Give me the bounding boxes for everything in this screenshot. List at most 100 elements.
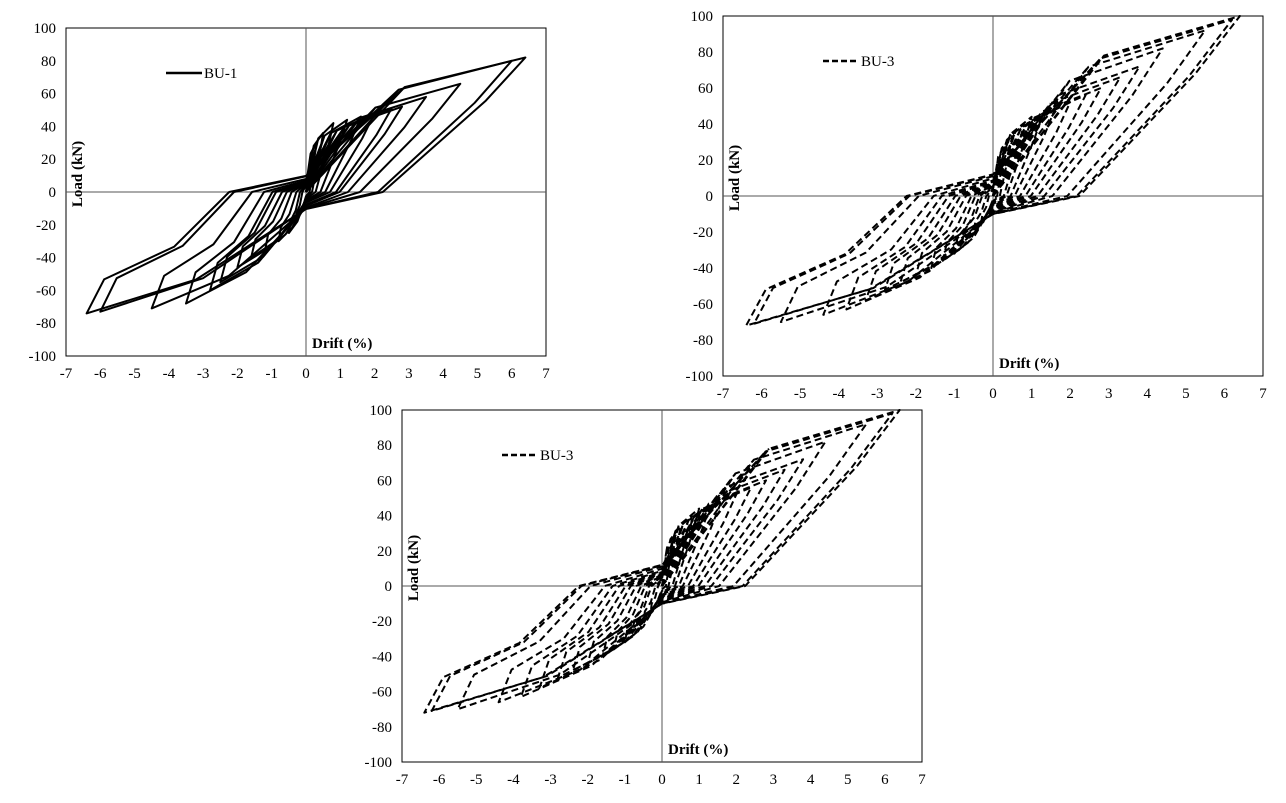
hysteresis-loop (150, 82, 462, 310)
y-tick-label: 60 (41, 87, 56, 103)
y-tick-label: 100 (370, 403, 393, 419)
x-tick-label: 5 (474, 366, 482, 382)
x-tick-label: 0 (302, 366, 310, 382)
y-tick-label: 80 (698, 45, 713, 61)
y-tick-label: 20 (41, 152, 56, 168)
y-tick-label: -60 (372, 685, 392, 701)
hysteresis-loop (884, 87, 1102, 291)
y-tick-label: -60 (693, 297, 713, 313)
hysteresis-loop (822, 47, 1164, 316)
y-tick-label: 100 (34, 21, 57, 37)
x-tick-label: -1 (619, 772, 632, 788)
x-tick-label: 4 (439, 366, 447, 382)
x-axis-title: Drift (%) (999, 356, 1059, 372)
hysteresis-loop (263, 118, 349, 252)
x-tick-label: -3 (871, 386, 884, 402)
y-tick-label: -80 (372, 720, 392, 736)
y-tick-label: -40 (36, 251, 56, 267)
x-tick-label: 6 (1221, 386, 1229, 402)
hysteresis-loop (745, 15, 1241, 327)
x-tick-label: 1 (1028, 386, 1036, 402)
y-tick-label: -40 (372, 649, 392, 665)
x-axis-title: Drift (%) (668, 742, 728, 758)
hysteresis-loop (953, 115, 1033, 255)
y-tick-label: -20 (693, 225, 713, 241)
hysteresis-loop (612, 504, 712, 651)
x-tick-label: -4 (163, 366, 176, 382)
y-tick-label: 0 (49, 185, 57, 201)
y-tick-label: 20 (698, 153, 713, 169)
x-tick-label: -5 (128, 366, 141, 382)
x-tick-label: 6 (881, 772, 889, 788)
hysteresis-loop (538, 468, 786, 690)
y-tick-label: -80 (36, 316, 56, 332)
x-tick-label: -6 (94, 366, 107, 382)
x-tick-label: -1 (265, 366, 278, 382)
y-tick-label: 100 (691, 9, 714, 25)
y-tick-label: -20 (36, 218, 56, 234)
x-tick-label: 6 (508, 366, 516, 382)
x-tick-label: -4 (507, 772, 520, 788)
x-tick-label: 2 (733, 772, 741, 788)
x-tick-label: 2 (371, 366, 379, 382)
y-tick-label: 0 (385, 579, 393, 595)
hysteresis-loop (519, 458, 805, 698)
x-tick-label: 7 (918, 772, 926, 788)
y-axis-title: Load (kN) (70, 141, 86, 207)
x-tick-label: 4 (1144, 386, 1152, 402)
y-tick-label: -100 (29, 349, 57, 365)
x-tick-label: -2 (581, 772, 594, 788)
y-tick-label: -100 (365, 755, 393, 771)
y-tick-label: 80 (41, 54, 56, 70)
hysteresis-loop (601, 500, 723, 658)
hysteresis-loop (557, 479, 767, 679)
hysteresis-loop (277, 122, 335, 243)
x-tick-label: -7 (60, 366, 73, 382)
x-tick-label: 1 (337, 366, 345, 382)
x-tick-label: 4 (807, 772, 815, 788)
x-tick-label: -7 (717, 386, 730, 402)
hysteresis-chart-bu-3-bottom: 100 80 60 40 20 0 -20 -40 -60 -80 -100 -7 -6 -5 -4 -3 -2… (330, 396, 940, 800)
hysteresis-loop (864, 76, 1122, 302)
legend-label: BU-3 (540, 448, 573, 464)
hysteresis-loop (185, 95, 427, 305)
y-tick-label: 0 (706, 189, 714, 205)
x-tick-label: -1 (948, 386, 961, 402)
x-tick-label: 5 (844, 772, 852, 788)
x-tick-label: 3 (1105, 386, 1113, 402)
hysteresis-loop (571, 486, 753, 672)
x-tick-label: -5 (794, 386, 807, 402)
x-tick-label: 5 (1182, 386, 1190, 402)
hysteresis-loop (497, 440, 827, 704)
legend-label: BU-3 (861, 54, 894, 70)
x-tick-label: -7 (396, 772, 409, 788)
x-tick-label: 7 (542, 366, 550, 382)
x-tick-label: -3 (197, 366, 210, 382)
x-tick-label: 1 (695, 772, 703, 788)
y-tick-label: 40 (377, 509, 392, 525)
x-tick-label: 3 (770, 772, 778, 788)
x-tick-label: -2 (910, 386, 923, 402)
hysteresis-loop (423, 409, 901, 714)
y-tick-label: -40 (693, 261, 713, 277)
x-tick-label: -2 (231, 366, 244, 382)
x-tick-label: 2 (1066, 386, 1074, 402)
x-tick-label: 0 (658, 772, 666, 788)
hysteresis-loop (623, 507, 701, 644)
x-tick-label: 3 (405, 366, 413, 382)
x-tick-label: -3 (544, 772, 557, 788)
y-tick-label: 40 (698, 117, 713, 133)
y-axis-title: Load (kN) (406, 535, 422, 601)
x-tick-label: 0 (989, 386, 997, 402)
legend-label: BU-1 (204, 66, 237, 82)
x-tick-label: -5 (470, 772, 483, 788)
hysteresis-chart-bu-3-top: 100 80 60 40 20 0 -20 -40 -60 -80 -100 -7 -6 -5 -4 -3 -2… (660, 0, 1286, 402)
hysteresis-loop (85, 56, 527, 315)
hysteresis-loop (845, 65, 1141, 311)
y-tick-label: 40 (41, 119, 56, 135)
hysteresis-loop (209, 105, 403, 292)
y-axis-title: Load (kN) (727, 145, 743, 211)
